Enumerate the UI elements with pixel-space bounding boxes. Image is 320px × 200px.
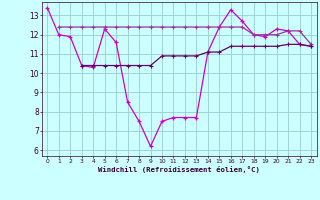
X-axis label: Windchill (Refroidissement éolien,°C): Windchill (Refroidissement éolien,°C)	[98, 166, 260, 173]
